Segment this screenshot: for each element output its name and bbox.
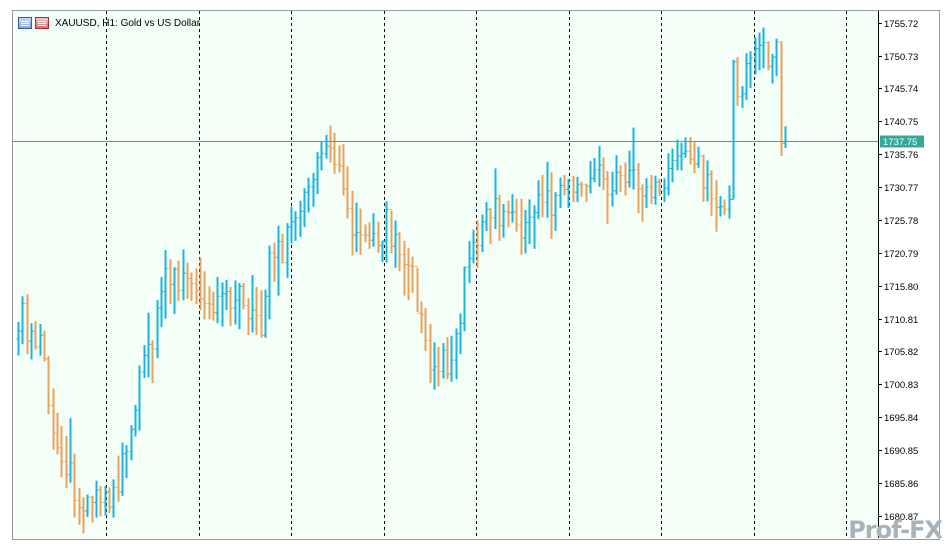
watermark-logo: Prof-FX (848, 516, 943, 544)
chart-title: XAUUSD, H1: Gold vs US Dollar (55, 17, 201, 29)
price-axis-label: 1715.80 (884, 282, 918, 293)
plot-background[interactable] (13, 11, 878, 538)
price-axis-label: 1680.87 (884, 512, 918, 523)
chart-window-icon-secondary[interactable] (35, 17, 49, 29)
price-axis-label: 1685.86 (884, 479, 918, 490)
current-price-tag (880, 135, 924, 148)
price-axis-label: 1700.83 (884, 380, 918, 391)
price-axis-label: 1720.79 (884, 249, 918, 260)
price-axis-label: 1725.78 (884, 216, 918, 227)
chart-window-icon[interactable] (18, 17, 32, 29)
price-axis-label: 1750.73 (884, 52, 918, 63)
price-axis-label: 1705.82 (884, 347, 918, 358)
price-axis-label: 1710.81 (884, 315, 918, 326)
price-axis-label: 1745.74 (884, 84, 918, 95)
price-axis-label: 1740.75 (884, 117, 918, 128)
current-price-label: 1737.75 (883, 137, 917, 148)
price-axis-label: 1755.72 (884, 19, 918, 30)
price-axis-label: 1695.84 (884, 413, 918, 424)
price-axis-label: 1735.76 (884, 150, 918, 161)
price-axis-label: 1690.85 (884, 446, 918, 457)
chart-header: XAUUSD, H1: Gold vs US Dollar (18, 15, 200, 31)
price-axis-label: 1730.77 (884, 183, 918, 194)
